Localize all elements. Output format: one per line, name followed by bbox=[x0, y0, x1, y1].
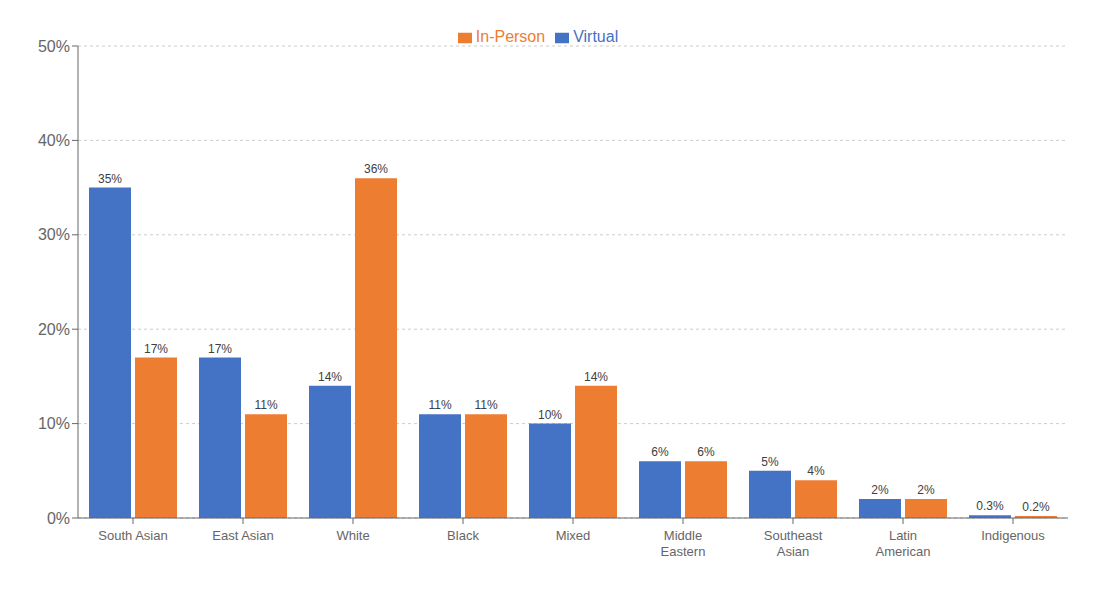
svg-text:2%: 2% bbox=[871, 483, 889, 497]
html-text:In-Person: In-Person bbox=[475, 28, 546, 45]
svg-text:Mixed: Mixed bbox=[556, 528, 591, 543]
svg-text:10%: 10% bbox=[538, 408, 562, 422]
svg-text:20%: 20% bbox=[38, 321, 70, 338]
svg-text:50%: 50% bbox=[38, 38, 70, 55]
svg-text:MiddleEastern: MiddleEastern bbox=[661, 528, 706, 559]
svg-text:14%: 14% bbox=[318, 370, 342, 384]
svg-text:0.3%: 0.3% bbox=[976, 499, 1004, 513]
svg-text:17%: 17% bbox=[208, 342, 232, 356]
svg-text:11%: 11% bbox=[254, 398, 277, 412]
svg-text:East Asian: East Asian bbox=[212, 528, 273, 543]
svg-text:4%: 4% bbox=[807, 464, 825, 478]
svg-text:10%: 10% bbox=[38, 415, 70, 432]
svg-text:Indigenous: Indigenous bbox=[981, 528, 1045, 543]
svg-text:14%: 14% bbox=[584, 370, 608, 384]
svg-text:White: White bbox=[336, 528, 369, 543]
svg-text:30%: 30% bbox=[38, 226, 70, 243]
svg-text:Black: Black bbox=[447, 528, 479, 543]
svg-text:2%: 2% bbox=[917, 483, 935, 497]
svg-text:6%: 6% bbox=[651, 445, 669, 459]
svg-text:40%: 40% bbox=[38, 132, 70, 149]
svg-text:17%: 17% bbox=[144, 342, 168, 356]
svg-text:36%: 36% bbox=[364, 162, 388, 176]
svg-text:11%: 11% bbox=[474, 398, 497, 412]
svg-text:11%: 11% bbox=[428, 398, 451, 412]
svg-text:0.2%: 0.2% bbox=[1022, 500, 1050, 514]
svg-text:0%: 0% bbox=[47, 510, 70, 527]
html-text:Virtual: Virtual bbox=[573, 28, 619, 45]
svg-text:5%: 5% bbox=[761, 455, 779, 469]
svg-text:LatinAmerican: LatinAmerican bbox=[876, 528, 931, 559]
svg-text:SoutheastAsian: SoutheastAsian bbox=[764, 528, 823, 559]
svg-text:35%: 35% bbox=[98, 172, 122, 186]
svg-text:6%: 6% bbox=[697, 445, 715, 459]
svg-text:South Asian: South Asian bbox=[98, 528, 167, 543]
